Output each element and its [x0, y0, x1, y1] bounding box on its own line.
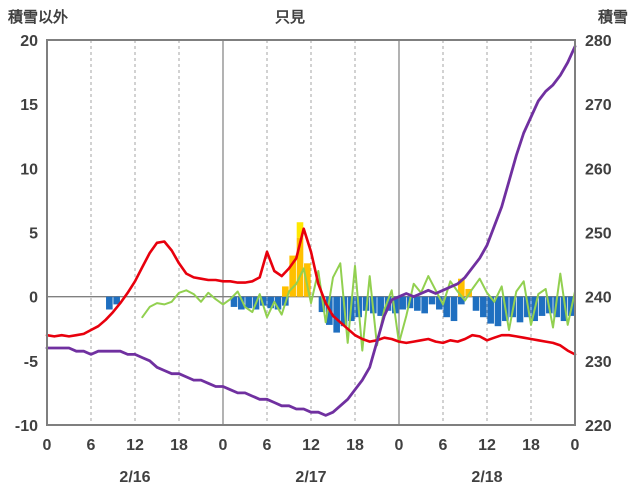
blue-bars-bar	[377, 296, 384, 316]
x-axis-tick-label: 0	[219, 437, 228, 454]
date-label: 2/17	[295, 469, 326, 486]
right-axis-tick-label: 270	[585, 97, 612, 114]
date-label: 2/18	[471, 469, 502, 486]
date-label: 2/16	[119, 469, 150, 486]
blue-bars-bar	[238, 296, 245, 310]
chart-title: 只見	[274, 9, 305, 26]
x-axis-tick-label: 0	[571, 437, 580, 454]
blue-bars-bar	[260, 296, 267, 306]
blue-bars-bar	[516, 296, 524, 323]
x-axis-tick-label: 6	[263, 437, 272, 454]
left-axis-tick-label: 15	[20, 97, 38, 114]
x-axis-tick-label: 0	[395, 437, 404, 454]
blue-bars-bar	[245, 296, 252, 309]
right-axis-tick-label: 230	[585, 354, 612, 371]
blue-bars-bar	[318, 296, 326, 313]
blue-bars-bar	[414, 296, 421, 311]
blue-bars-bar	[480, 296, 487, 318]
series-snow-depth-line	[45, 45, 577, 417]
blue-bars-bar	[458, 296, 465, 305]
blue-bars-bar	[106, 296, 113, 310]
right-axis-tick-label: 220	[585, 418, 612, 435]
blue-bars-bar	[494, 296, 502, 327]
blue-bars-bar	[560, 296, 568, 322]
x-axis-tick-label: 12	[302, 437, 320, 454]
x-axis-tick-label: 18	[522, 437, 540, 454]
blue-bars-bar	[113, 296, 120, 305]
left-axis-tick-label: -5	[24, 354, 38, 371]
blue-bars-bar	[450, 296, 458, 322]
yellow-caps-bar	[296, 222, 304, 238]
blue-bars-bar	[428, 296, 436, 305]
x-axis-tick-label: 12	[126, 437, 144, 454]
left-axis-title: 積雪以外	[8, 9, 69, 26]
right-axis-tick-label: 240	[585, 290, 612, 307]
series-temperature-line	[45, 227, 577, 356]
right-axis-title: 積雪	[597, 9, 628, 26]
x-axis-tick-label: 0	[43, 437, 52, 454]
orange-bars-bar	[304, 263, 311, 297]
blue-bars-bar	[274, 296, 282, 310]
blue-bars-bar	[230, 296, 238, 307]
blue-bars-bar	[472, 296, 480, 311]
plot-border	[46, 39, 576, 426]
x-axis-tick-label: 18	[346, 437, 364, 454]
x-axis-tick-label: 12	[478, 437, 496, 454]
orange-bars-bar	[296, 237, 304, 297]
blue-bars-bar	[421, 296, 428, 314]
left-axis-tick-label: 0	[29, 290, 38, 307]
blue-bars-bar	[399, 296, 406, 310]
right-axis-tick-label: 260	[585, 161, 612, 178]
left-axis-tick-label: 10	[20, 161, 38, 178]
blue-bars-bar	[333, 296, 340, 333]
blue-bars-bar	[267, 296, 274, 309]
right-axis-tick-label: 250	[585, 226, 612, 243]
blue-bars-bar	[487, 296, 494, 324]
right-axis-tick-label: 280	[585, 33, 612, 50]
orange-bars-bar	[282, 286, 289, 297]
orange-bars-bar	[289, 255, 296, 297]
orange-bars-bar	[465, 288, 472, 297]
x-axis-tick-label: 18	[170, 437, 188, 454]
left-axis-tick-label: 20	[20, 33, 38, 50]
left-axis-tick-label: 5	[29, 226, 38, 243]
x-axis-tick-label: 6	[87, 437, 96, 454]
left-axis-tick-label: -10	[15, 418, 38, 435]
blue-bars-bar	[538, 296, 546, 316]
blue-bars-bar	[392, 296, 399, 314]
blue-bars-bar	[436, 296, 443, 310]
x-axis-tick-label: 6	[439, 437, 448, 454]
series-green-series-line	[141, 262, 576, 352]
blue-bars-bar	[384, 296, 392, 311]
blue-bars-bar	[443, 296, 450, 318]
orange-bars-bar	[458, 278, 465, 297]
